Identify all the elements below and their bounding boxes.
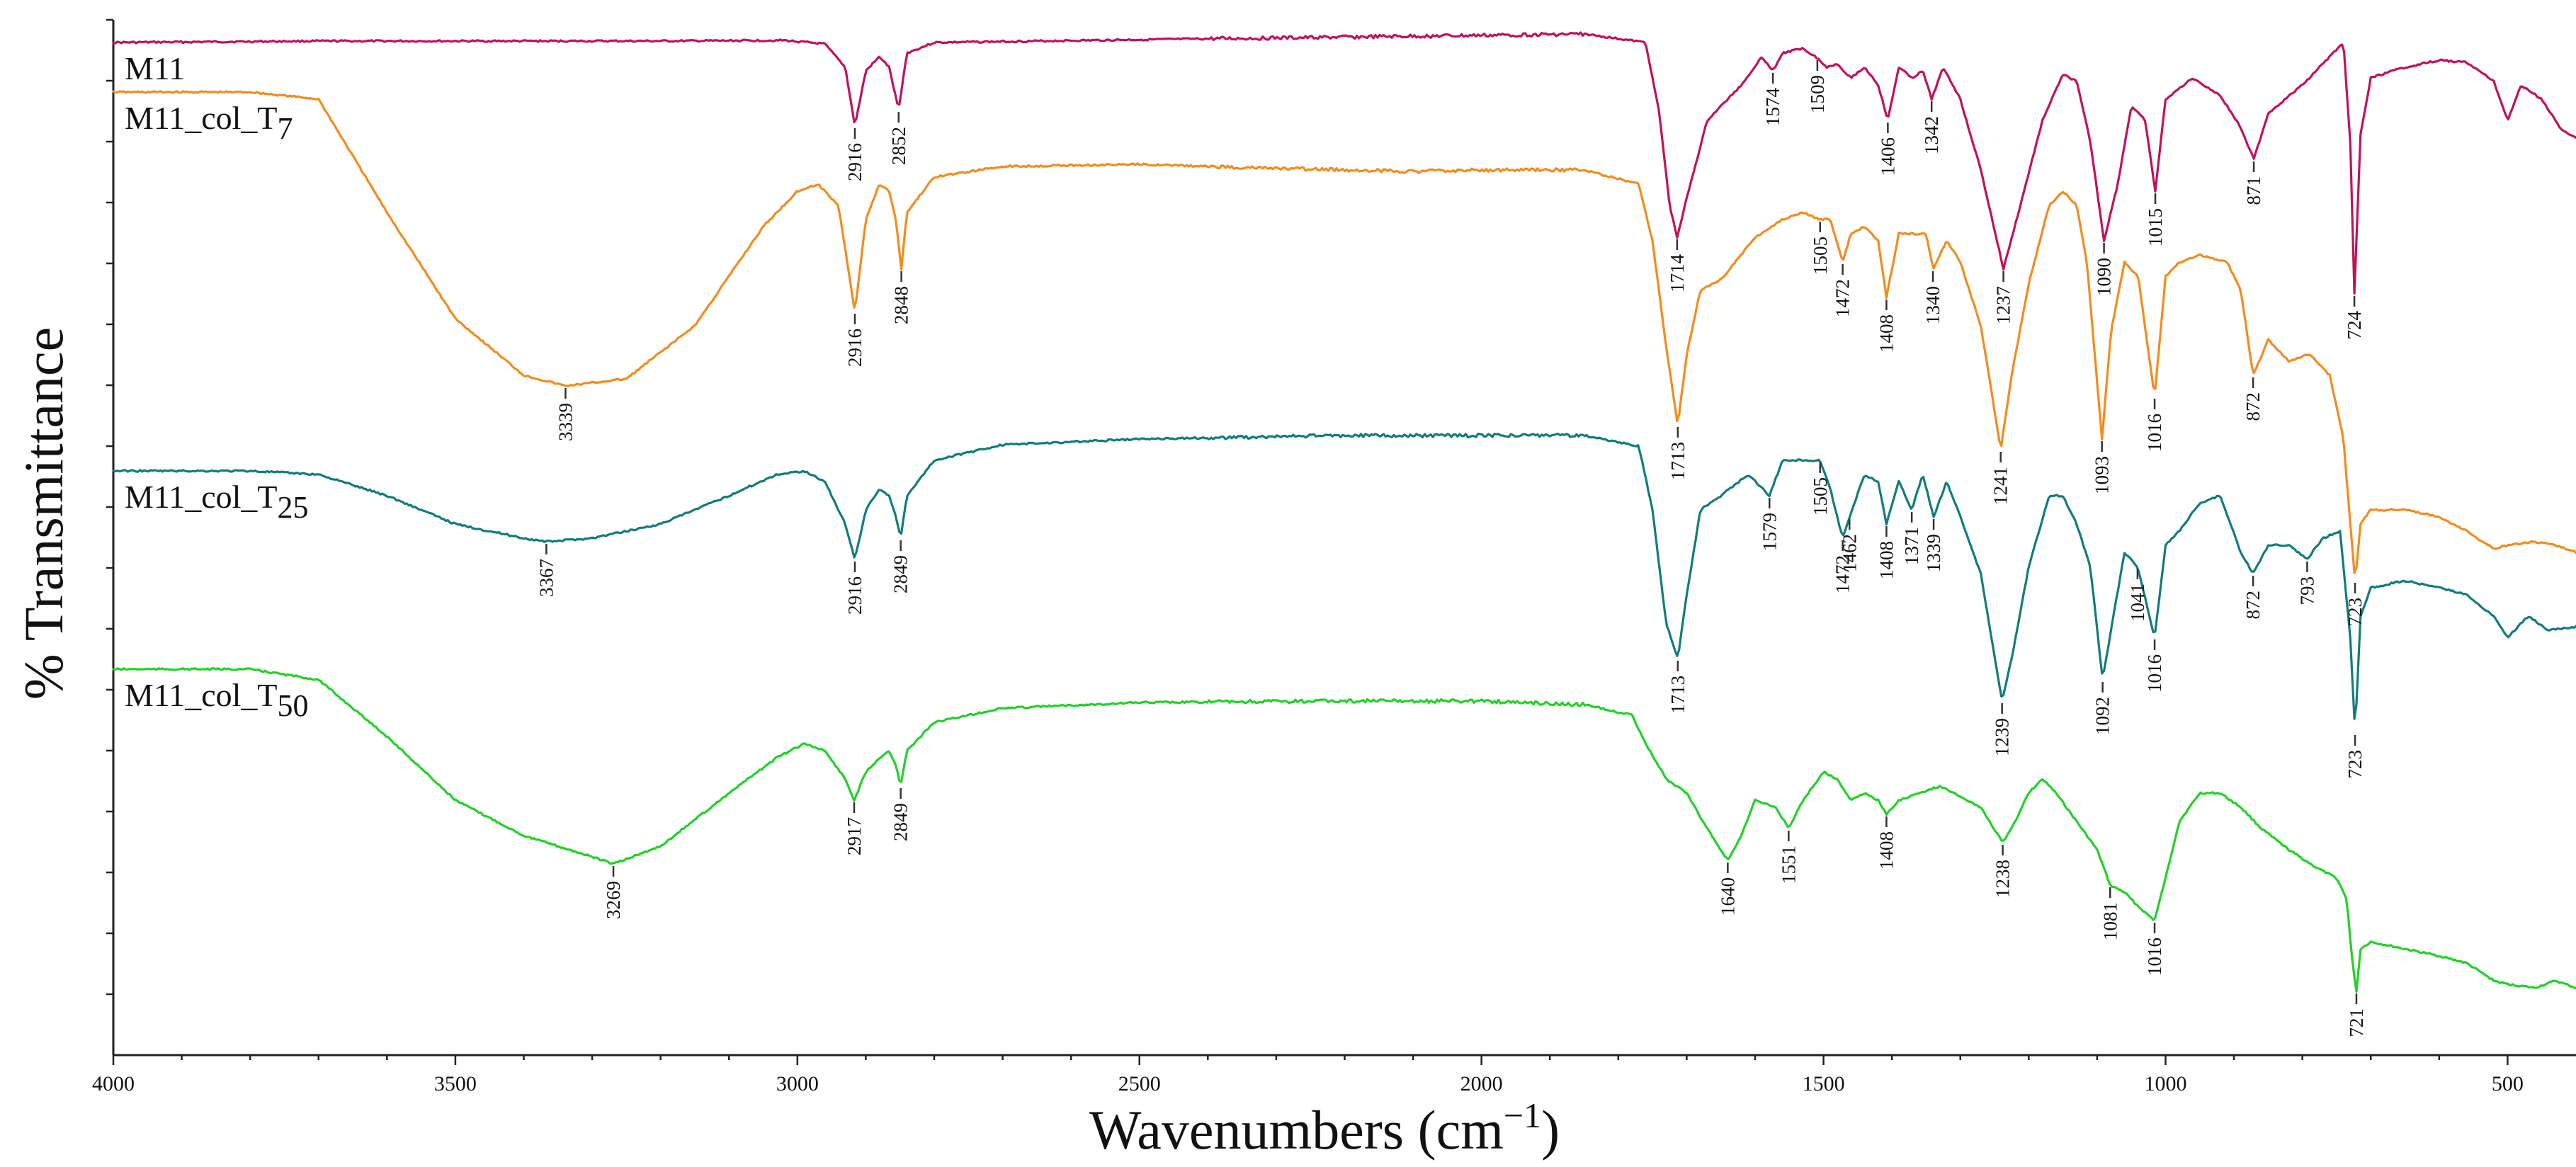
series-2-name-subscript: 7 xyxy=(278,111,293,146)
series-1-peak-label-1574: 1574 xyxy=(1762,88,1783,127)
series-1-peak-label-1714: 1714 xyxy=(1667,254,1688,293)
series-3-name-subscript: 25 xyxy=(278,490,309,525)
series-4-peak-label-2917: 2917 xyxy=(844,817,865,855)
peak-annotations: 2916 2852 1714 1574 1509 1406 1342 1237 1090 1015… xyxy=(535,60,2367,1037)
x-axis-tick-labels: 4000 3500 3000 2500 2000 1500 1000 500 xyxy=(92,1072,2524,1095)
series-1-peak-label-1342: 1342 xyxy=(1921,116,1942,154)
series-3-peak-label-872: 872 xyxy=(2242,591,2264,620)
series-3-peak-label-1472: 1472 xyxy=(1832,555,1854,593)
series-1-peak-label-1406: 1406 xyxy=(1877,137,1898,176)
series-2-peak-label-1713: 1713 xyxy=(1667,442,1689,480)
series-2-peak-label-1505: 1505 xyxy=(1810,237,1831,275)
x-tick-label-3000: 3000 xyxy=(776,1072,819,1095)
y-axis-title: % Transmittance xyxy=(13,327,74,700)
series-2-peak-label-1016: 1016 xyxy=(2144,414,2165,452)
series-3-peak-label-1092: 1092 xyxy=(2092,697,2113,735)
x-axis-ticks xyxy=(112,1055,2509,1065)
series-1-peak-label-2916: 2916 xyxy=(844,143,866,181)
x-axis-title-main: Wavenumbers (cm xyxy=(1089,1099,1504,1161)
x-tick-label-1500: 1500 xyxy=(1803,1072,1845,1095)
series-4-peak-label-1081: 1081 xyxy=(2099,902,2121,940)
x-axis-title-superscript: −1 xyxy=(1504,1095,1541,1135)
series-4-peak-label-1551: 1551 xyxy=(1778,846,1799,884)
series-4-line xyxy=(112,667,2576,993)
series-3-peak-label-1239: 1239 xyxy=(1992,718,2013,756)
axes: 4000 3500 3000 2500 2000 1500 1000 500 xyxy=(92,18,2576,1095)
series-3-line xyxy=(112,433,2576,720)
series-2-peak-label-1340: 1340 xyxy=(1922,286,1944,324)
series-4-peak-label-1238: 1238 xyxy=(1992,860,2014,898)
series-3-peak-label-1041: 1041 xyxy=(2127,584,2148,622)
series-2-name-label: M11_col_T7 xyxy=(125,100,293,146)
series-3-peak-label-1371: 1371 xyxy=(1901,527,1922,565)
series-1-peak-label-2852: 2852 xyxy=(888,127,909,165)
series-1-peak-label-1090: 1090 xyxy=(2094,258,2115,296)
x-tick-label-2000: 2000 xyxy=(1460,1072,1503,1095)
series-1-line xyxy=(112,31,2576,295)
spectra-series xyxy=(112,31,2576,993)
series-4-peak-label-1640: 1640 xyxy=(1717,877,1738,916)
series-3-peak-label-1408: 1408 xyxy=(1876,541,1897,579)
series-2-peak-label-1093: 1093 xyxy=(2092,456,2113,494)
series-4-name-label: M11_col_T50 xyxy=(125,677,309,723)
series-4-peak-label-2849: 2849 xyxy=(890,803,912,841)
series-2-name-base: M11_col_T xyxy=(125,100,278,136)
series-4-peak-label-721: 721 xyxy=(2346,1008,2367,1037)
series-3-peak-label-2916: 2916 xyxy=(844,576,866,615)
x-tick-label-4000: 4000 xyxy=(92,1072,135,1095)
series-3-peak-label-1579: 1579 xyxy=(1759,513,1780,551)
series-4-peak-label-1016: 1016 xyxy=(2144,938,2165,976)
series-2-peak-label-1241: 1241 xyxy=(1990,467,2012,505)
series-4-peak-label-3269: 3269 xyxy=(603,881,624,919)
series-1-peak-label-724: 724 xyxy=(2344,311,2365,340)
series-3-name-base: M11_col_T xyxy=(125,479,278,515)
series-1-peak-label-1237: 1237 xyxy=(1993,286,2014,324)
series-3-peak-label-793: 793 xyxy=(2296,576,2317,605)
series-1-peak-label-871: 871 xyxy=(2243,176,2264,205)
series-3-peak-label-1339: 1339 xyxy=(1923,534,1944,572)
x-axis-title: Wavenumbers (cm−1) xyxy=(1089,1095,1560,1161)
series-1-peak-label-1015: 1015 xyxy=(2145,208,2166,246)
y-axis-ticks xyxy=(106,18,113,996)
series-2-peak-label-3339: 3339 xyxy=(555,403,576,441)
x-tick-label-2500: 2500 xyxy=(1118,1072,1161,1095)
series-1-name-label: M11 xyxy=(125,50,185,86)
series-2-line xyxy=(112,90,2576,574)
series-3-peak-label-1462: 1462 xyxy=(1839,534,1860,572)
series-4-peak-label-1408: 1408 xyxy=(1876,831,1897,870)
series-3-peak-label-1016: 1016 xyxy=(2144,654,2165,693)
series-2-peak-label-723: 723 xyxy=(2344,598,2366,627)
series-2-peak-label-872: 872 xyxy=(2242,392,2264,421)
series-3-peak-label-1713: 1713 xyxy=(1667,676,1689,714)
x-axis-title-end: ) xyxy=(1541,1099,1560,1161)
series-2-peak-label-1472: 1472 xyxy=(1832,279,1854,317)
series-1-peak-label-1509: 1509 xyxy=(1807,75,1828,113)
series-2-peak-label-2916: 2916 xyxy=(844,329,866,367)
series-3-peak-label-723: 723 xyxy=(2344,750,2366,779)
series-2-peak-label-1408: 1408 xyxy=(1876,314,1897,353)
series-3-name-label: M11_col_T25 xyxy=(125,479,309,525)
series-3-peak-label-2849: 2849 xyxy=(890,555,912,593)
x-tick-label-500: 500 xyxy=(2492,1072,2524,1095)
series-3-peak-label-1505: 1505 xyxy=(1810,477,1831,516)
x-tick-label-3500: 3500 xyxy=(434,1072,477,1095)
series-4-name-subscript: 50 xyxy=(278,688,309,723)
series-1-name-base: M11 xyxy=(125,50,185,86)
series-4-name-base: M11_col_T xyxy=(125,677,278,713)
series-2-peak-label-2848: 2848 xyxy=(891,286,912,324)
x-tick-label-1000: 1000 xyxy=(2145,1072,2187,1095)
series-3-peak-label-3367: 3367 xyxy=(535,559,557,597)
